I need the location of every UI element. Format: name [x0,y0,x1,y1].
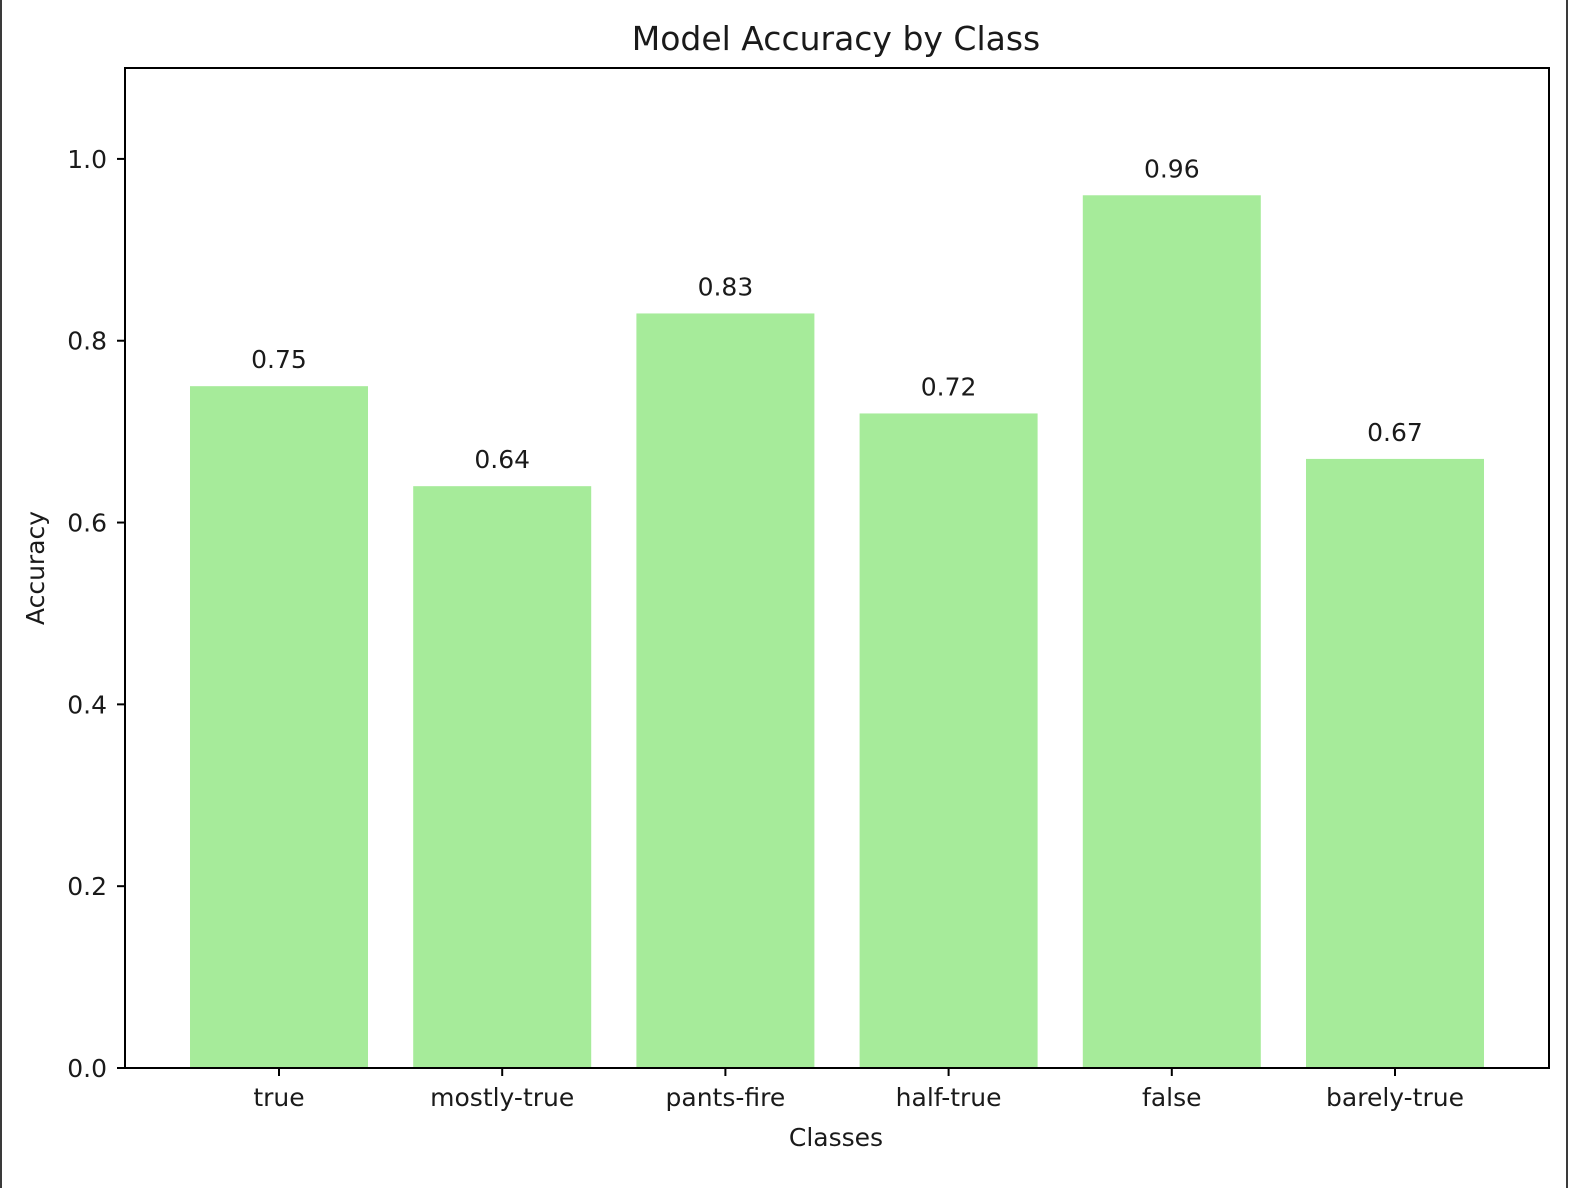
value-label-pants-fire: 0.83 [698,272,754,301]
x-tick-label-barely-true: barely-true [1326,1083,1464,1112]
x-tick-label-false: false [1142,1083,1201,1112]
bar-barely-true [1306,458,1484,1069]
x-tick-label-pants-fire: pants-fire [666,1083,786,1112]
y-tick-label: 1.0 [67,145,107,174]
bars-group [190,195,1484,1069]
bar-mostly-true [413,486,592,1068]
y-tick-label: 0.4 [67,690,107,719]
value-label-mostly-true: 0.64 [474,445,530,474]
y-tick-label: 0.2 [67,872,107,901]
y-axis-label: Accuracy [21,511,50,625]
value-label-false: 0.96 [1144,154,1200,183]
y-tick-label: 0.8 [67,327,107,356]
y-tick-label: 0.0 [67,1054,107,1083]
bar-half-true [859,413,1038,1068]
bar-false [1082,195,1261,1069]
value-label-true: 0.75 [251,345,307,374]
value-label-half-true: 0.72 [921,372,977,401]
value-labels-group: 0.75 0.64 0.83 0.72 0.96 0.67 [251,154,1423,474]
x-tick-label-half-true: half-true [896,1083,1002,1112]
bar-true [190,386,368,1068]
x-axis-label: Classes [789,1123,883,1152]
x-axis: true mostly-true pants-fire half-true false b… [253,1068,1464,1112]
x-tick-label-true: true [253,1083,304,1112]
y-axis: 0.0 0.2 0.4 0.6 0.8 1.0 [67,145,125,1083]
x-tick-label-mostly-true: mostly-true [430,1083,574,1112]
y-tick-label: 0.6 [67,509,107,538]
plot-area-frame [124,67,1550,1069]
value-label-barely-true: 0.67 [1367,418,1423,447]
chart-title: Model Accuracy by Class [632,19,1041,58]
bar-pants-fire [636,313,815,1068]
